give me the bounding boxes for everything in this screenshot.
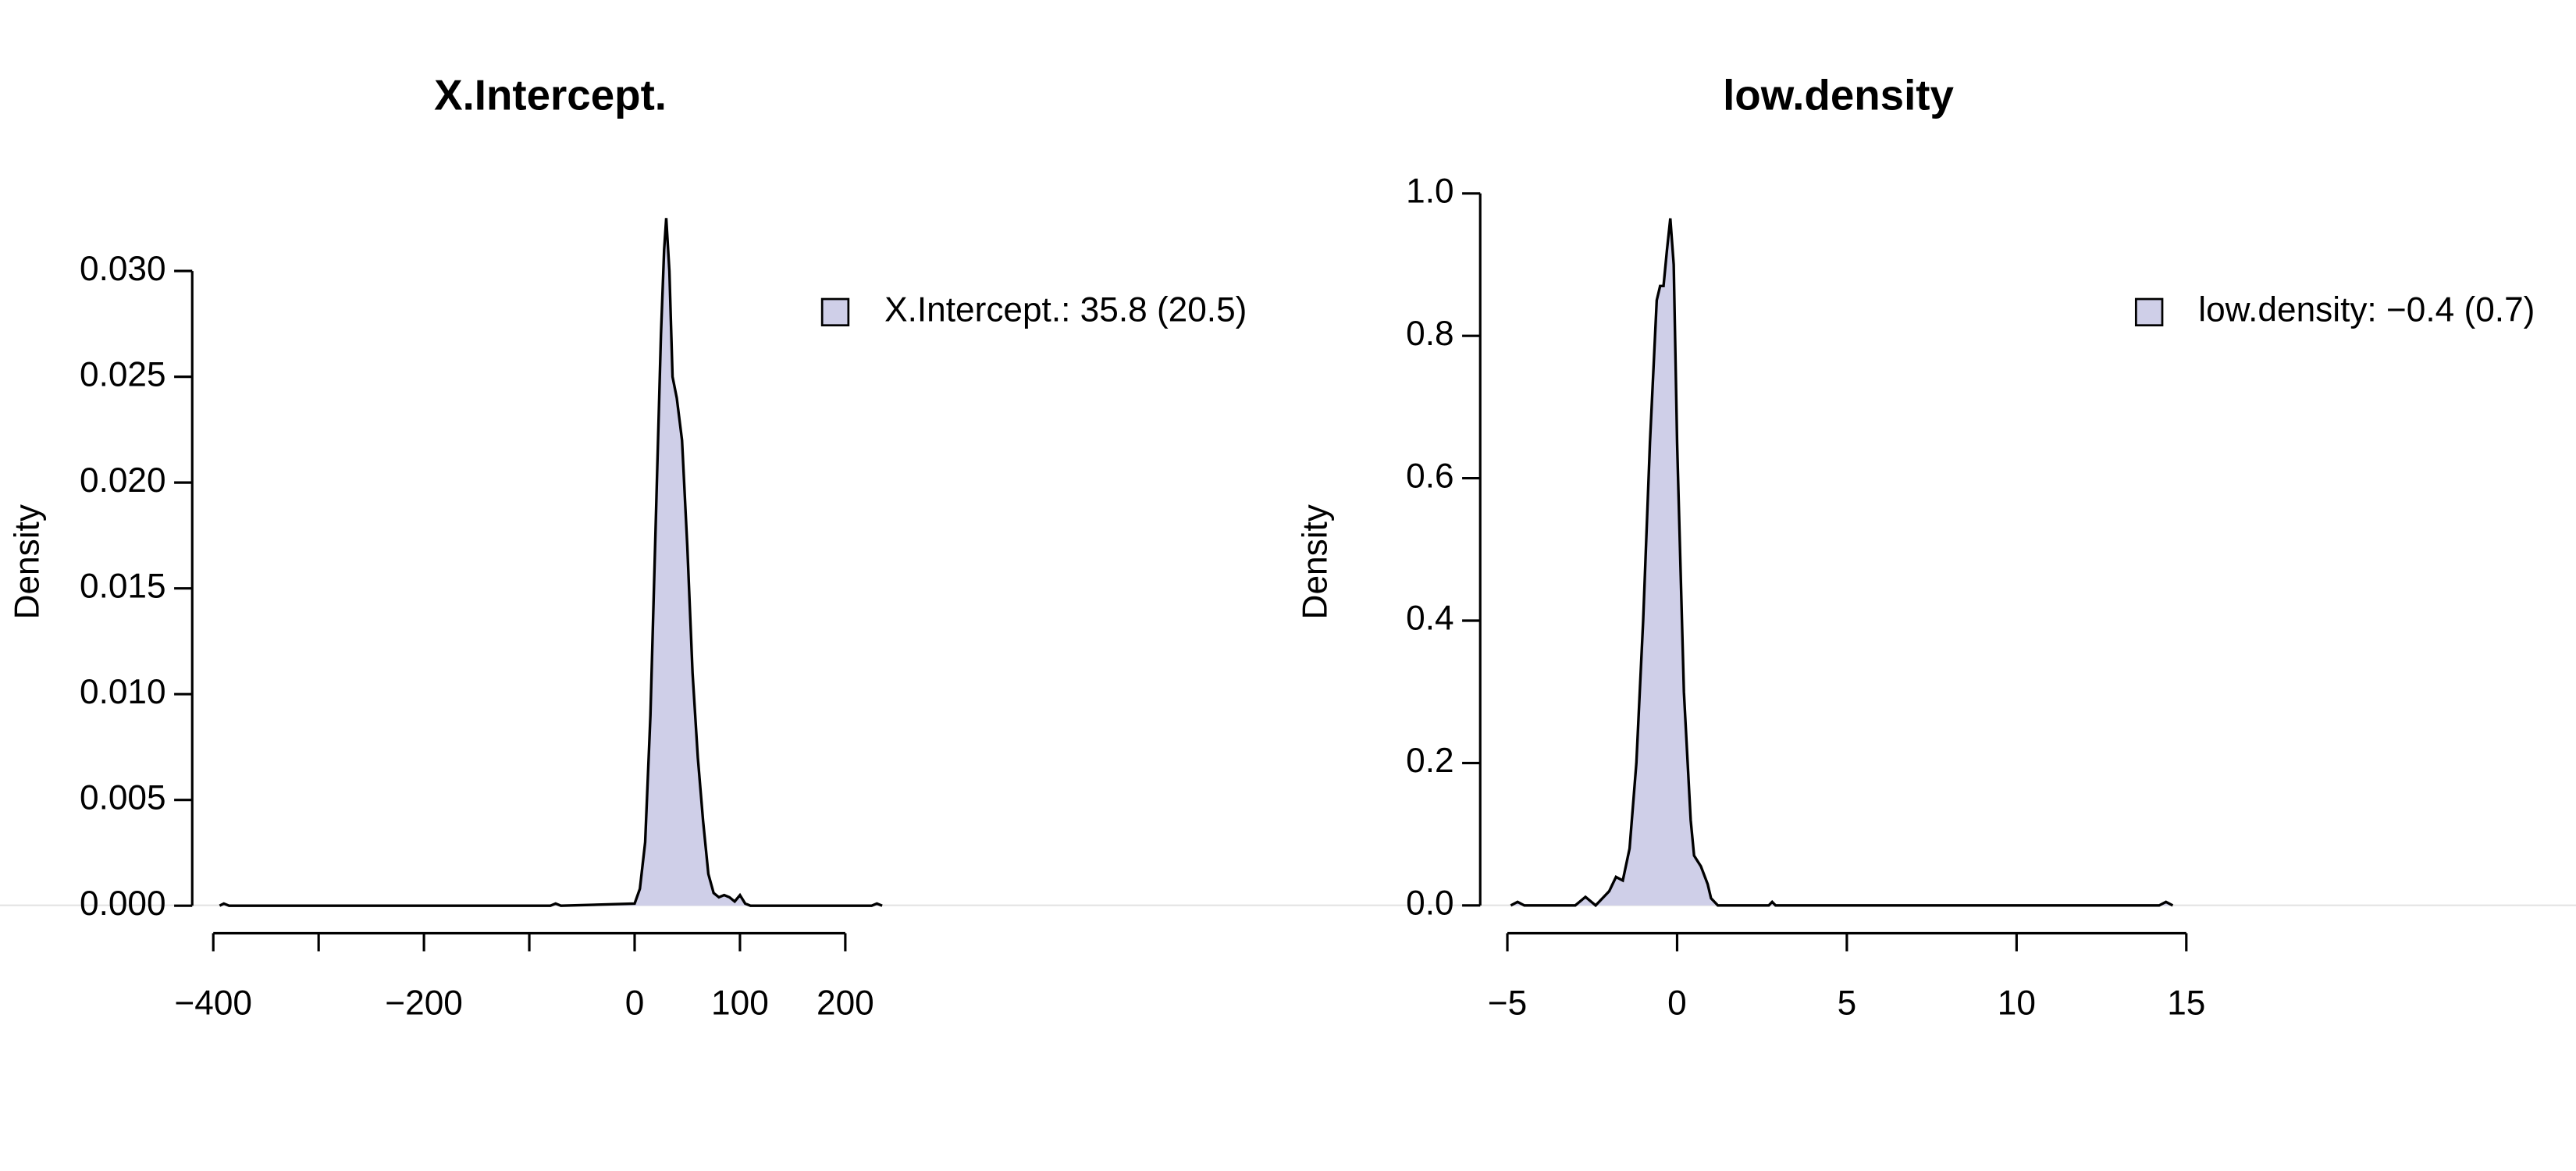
x-tick-label: 200 [817,984,874,1023]
y-tick-label: 0.8 [1406,315,1453,353]
density-area [1510,218,2173,906]
y-tick-label: 0.010 [80,673,166,711]
y-tick-label: 0.000 [80,884,166,923]
y-tick-label: 0.020 [80,461,166,500]
legend-label: low.density: −0.4 (0.7) [2198,291,2535,329]
density-line [219,218,883,907]
y-tick-label: 0.030 [80,250,166,288]
density-line [1510,218,2174,908]
x-tick-label: 100 [711,984,769,1023]
y-axis-label: Density [1297,504,1335,619]
y-tick-label: 0.2 [1406,742,1453,780]
y-tick-label: 0.4 [1406,600,1453,638]
y-tick-label: 0.025 [80,355,166,393]
x-tick-label: −200 [385,984,463,1023]
x-tick-label: 15 [2167,984,2205,1023]
x-tick-label: −400 [174,984,252,1023]
y-tick-label: 0.015 [80,567,166,605]
y-axis-label: Density [9,504,47,619]
y-tick-label: 0.0 [1406,884,1453,923]
x-tick-label: 0 [625,984,645,1023]
chart-title: low.density [1723,71,1954,119]
y-tick-label: 0.005 [80,778,166,817]
chart-title: X.Intercept. [434,71,667,119]
x-tick-label: 10 [1998,984,2036,1023]
x-tick-label: −5 [1488,984,1527,1023]
legend-swatch [820,297,850,327]
x-tick-label: 5 [1838,984,1857,1023]
y-tick-label: 0.6 [1406,457,1453,495]
x-tick-label: 0 [1667,984,1687,1023]
legend-swatch [2134,297,2164,327]
y-tick-label: 1.0 [1406,172,1453,210]
legend-label: X.Intercept.: 35.8 (20.5) [884,291,1247,329]
